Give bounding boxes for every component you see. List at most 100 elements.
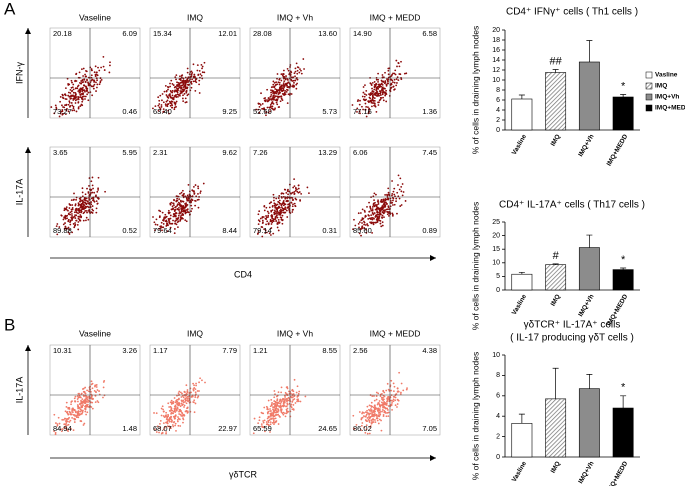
event-dot — [365, 424, 368, 427]
event-dot — [170, 411, 173, 414]
event-dot — [288, 208, 291, 211]
event-dot — [387, 415, 390, 418]
event-dot — [66, 412, 69, 415]
event-dot — [84, 392, 87, 395]
event-dot — [393, 187, 396, 190]
event-dot — [184, 204, 187, 207]
event-dot — [197, 206, 200, 209]
event-dot — [274, 393, 276, 396]
event-dot — [386, 194, 389, 197]
event-dot — [257, 219, 260, 221]
event-dot — [156, 425, 159, 428]
event-dot — [382, 198, 385, 201]
event-dot — [280, 204, 283, 207]
event-dot — [71, 215, 73, 217]
event-dot — [360, 429, 363, 432]
event-dot — [166, 103, 169, 106]
event-dot — [362, 91, 365, 94]
event-dot — [291, 197, 294, 199]
event-dot — [183, 390, 186, 393]
event-dot — [92, 398, 94, 400]
event-dot — [273, 199, 275, 202]
event-dot — [306, 186, 309, 189]
event-dot — [387, 80, 389, 83]
event-dot — [387, 69, 390, 72]
event-dot — [179, 94, 181, 97]
event-dot — [401, 183, 404, 185]
event-dot — [354, 224, 357, 227]
y-tick-label: 16 — [492, 47, 500, 54]
event-dot — [262, 420, 265, 422]
event-dot — [83, 395, 85, 398]
event-dot — [359, 99, 361, 102]
event-dot — [373, 199, 375, 201]
event-dot — [380, 200, 382, 202]
event-dot — [397, 184, 399, 186]
quadrant-percent: 3.65 — [53, 148, 68, 157]
bar — [612, 96, 634, 131]
event-dot — [81, 206, 84, 208]
event-dot — [178, 209, 181, 211]
quadrant-percent: 6.06 — [353, 148, 368, 157]
event-dot — [63, 93, 66, 96]
event-dot — [355, 423, 358, 426]
event-dot — [80, 204, 83, 207]
event-dot — [165, 421, 168, 424]
event-dot — [405, 72, 408, 75]
event-dot — [186, 391, 189, 393]
event-dot — [278, 195, 281, 197]
event-dot — [186, 199, 189, 201]
event-dot — [401, 194, 404, 197]
event-dot — [198, 92, 201, 94]
event-dot — [269, 405, 272, 408]
significance-label: * — [621, 254, 626, 266]
event-dot — [271, 417, 273, 420]
event-dot — [181, 392, 183, 395]
event-dot — [378, 211, 381, 214]
event-dot — [174, 76, 177, 79]
error-bar — [620, 267, 627, 270]
event-dot — [386, 213, 389, 216]
event-dot — [171, 97, 174, 100]
event-dot — [374, 204, 377, 206]
quadrant-percent: 52.60 — [253, 107, 272, 116]
event-dot — [72, 88, 75, 91]
event-dot — [196, 390, 199, 392]
event-dot — [77, 400, 79, 403]
event-dot — [292, 203, 294, 206]
event-dot — [192, 388, 195, 391]
event-dot — [370, 422, 373, 425]
event-dot — [161, 431, 164, 434]
event-dot — [159, 422, 161, 425]
event-dot — [390, 379, 393, 382]
event-dot — [396, 212, 398, 215]
event-dot — [270, 107, 273, 110]
event-dot — [280, 216, 283, 219]
event-dot — [277, 97, 279, 99]
event-dot — [398, 371, 401, 374]
event-dot — [153, 412, 155, 414]
event-dot — [394, 69, 397, 72]
event-dot — [300, 192, 303, 195]
event-dot — [365, 94, 368, 96]
event-dot — [284, 396, 286, 398]
event-dot — [395, 393, 398, 395]
event-dot — [371, 413, 374, 415]
event-dot — [377, 392, 380, 395]
event-dot — [74, 80, 76, 83]
event-dot — [86, 200, 89, 203]
event-dot — [283, 69, 285, 72]
quadrant-percent: 28.08 — [253, 29, 272, 38]
event-dot — [296, 190, 299, 193]
event-dot — [277, 219, 280, 221]
event-dot — [68, 421, 71, 423]
event-dot — [70, 97, 73, 100]
event-dot — [281, 412, 284, 415]
event-dot — [81, 411, 84, 414]
event-dot — [81, 187, 84, 190]
event-dot — [178, 207, 180, 209]
event-dot — [77, 410, 80, 412]
event-dot — [375, 110, 378, 113]
y-tick-label: 5 — [496, 273, 500, 280]
event-dot — [274, 95, 277, 97]
